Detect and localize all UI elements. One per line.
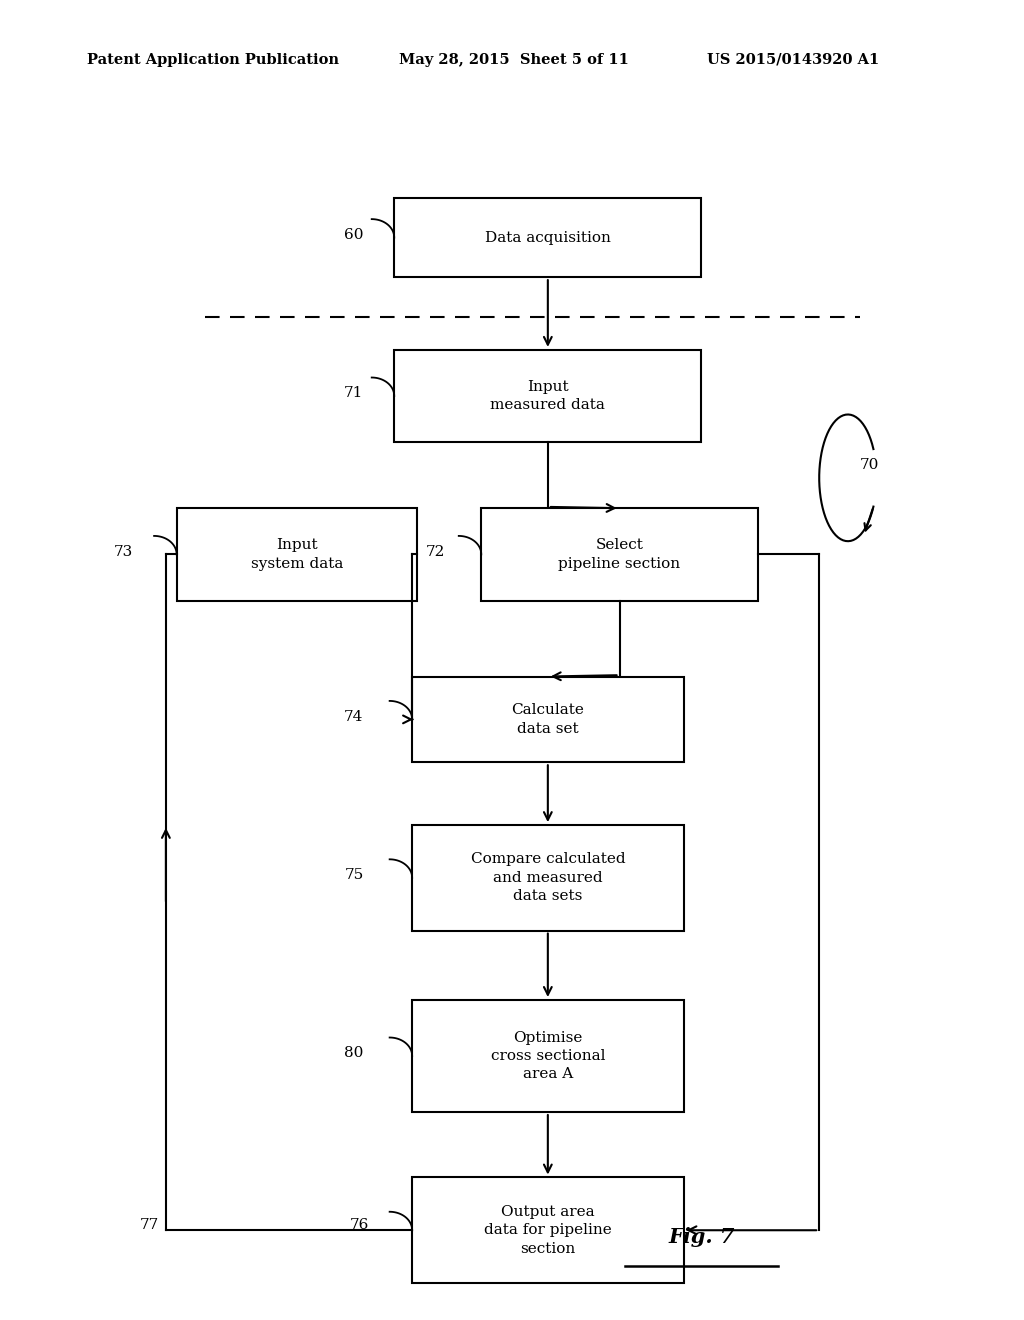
Text: Calculate
data set: Calculate data set bbox=[511, 704, 585, 735]
FancyBboxPatch shape bbox=[394, 198, 701, 277]
Text: Data acquisition: Data acquisition bbox=[485, 231, 610, 244]
Text: Input
system data: Input system data bbox=[251, 539, 343, 570]
Text: 76: 76 bbox=[349, 1218, 369, 1232]
FancyBboxPatch shape bbox=[412, 676, 684, 763]
Text: May 28, 2015  Sheet 5 of 11: May 28, 2015 Sheet 5 of 11 bbox=[399, 53, 629, 67]
Text: Fig. 7: Fig. 7 bbox=[669, 1226, 734, 1247]
FancyBboxPatch shape bbox=[481, 508, 758, 601]
Text: 72: 72 bbox=[426, 545, 445, 558]
Text: 75: 75 bbox=[344, 869, 364, 882]
FancyBboxPatch shape bbox=[394, 350, 701, 442]
Text: Select
pipeline section: Select pipeline section bbox=[558, 539, 681, 570]
FancyBboxPatch shape bbox=[412, 1177, 684, 1283]
Text: Input
measured data: Input measured data bbox=[490, 380, 605, 412]
Text: Compare calculated
and measured
data sets: Compare calculated and measured data set… bbox=[470, 853, 626, 903]
FancyBboxPatch shape bbox=[412, 825, 684, 931]
Text: Patent Application Publication: Patent Application Publication bbox=[87, 53, 339, 67]
FancyBboxPatch shape bbox=[412, 1001, 684, 1111]
Text: 73: 73 bbox=[114, 545, 133, 558]
Text: Optimise
cross sectional
area A: Optimise cross sectional area A bbox=[490, 1031, 605, 1081]
Text: 77: 77 bbox=[139, 1218, 159, 1232]
Text: 71: 71 bbox=[344, 387, 364, 400]
Text: 74: 74 bbox=[344, 710, 364, 723]
Text: 70: 70 bbox=[860, 458, 880, 471]
Text: US 2015/0143920 A1: US 2015/0143920 A1 bbox=[707, 53, 879, 67]
FancyBboxPatch shape bbox=[176, 508, 418, 601]
Text: Output area
data for pipeline
section: Output area data for pipeline section bbox=[484, 1205, 611, 1255]
Text: 60: 60 bbox=[344, 228, 364, 242]
Text: 80: 80 bbox=[344, 1047, 364, 1060]
